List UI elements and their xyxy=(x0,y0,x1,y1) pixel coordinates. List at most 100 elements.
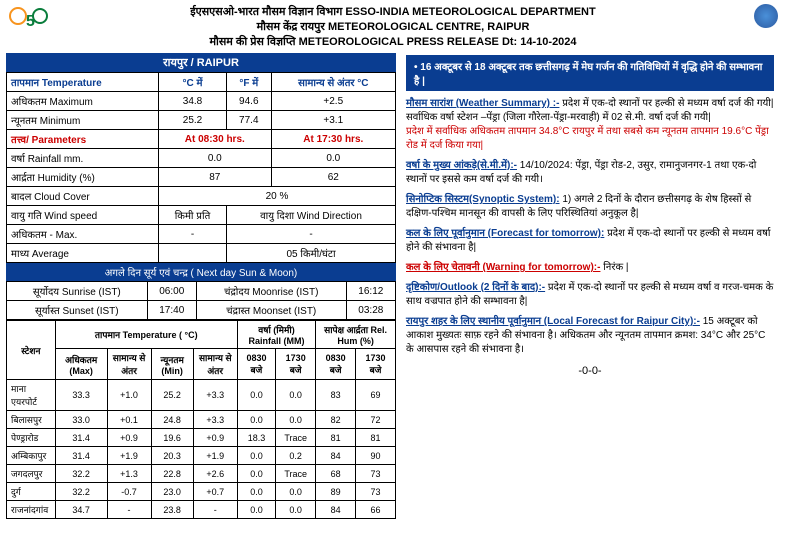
temp-header-label: तापमान Temperature xyxy=(7,73,159,92)
st-sub-0: अधिकतम (Max) xyxy=(55,349,107,380)
station-cell: 22.8 xyxy=(151,465,193,483)
temp-max-diff: +2.5 xyxy=(271,92,395,111)
station-cell: Trace xyxy=(276,465,316,483)
temp-min-label: न्यूनतम Minimum xyxy=(7,111,159,130)
station-cell: +1.3 xyxy=(107,465,151,483)
s2-title: वर्षा के मुख्य आंकड़े(से.मी.में):- xyxy=(406,160,517,171)
sunmoon-table: सूर्योदय Sunrise (IST) 06:00 चंद्रोदय Mo… xyxy=(6,281,396,320)
station-row: माना एयरपोर्ट33.3+1.025.2+3.30.00.08369 xyxy=(7,380,396,411)
alert-banner: • 16 अक्टूबर से 18 अक्टूबर तक छत्तीसगढ़ … xyxy=(406,55,774,91)
right-column: • 16 अक्टूबर से 18 अक्टूबर तक छत्तीसगढ़ … xyxy=(400,53,780,519)
station-cell: 68 xyxy=(316,465,356,483)
st-sub-3: सामान्य से अंतर xyxy=(193,349,237,380)
moonset-val: 03:28 xyxy=(346,301,395,320)
station-row: दुर्ग32.2-0.723.0+0.70.00.08973 xyxy=(7,483,396,501)
st-sub-1: सामान्य से अंतर xyxy=(107,349,151,380)
left-column: रायपुर / RAIPUR तापमान Temperature °C मे… xyxy=(6,53,396,519)
station-name: माना एयरपोर्ट xyxy=(7,380,56,411)
section-local-forecast: रायपुर शहर के लिए स्थानीय पूर्वानुमान (L… xyxy=(406,315,774,357)
footer-mark: -0-0- xyxy=(406,365,774,377)
section-forecast: कल के लिए पूर्वानुमान (Forecast for tomo… xyxy=(406,227,774,255)
station-cell: +1.9 xyxy=(193,447,237,465)
s1-red: प्रदेश में सर्वाधिक अधिकतम तापमान 34.8°C… xyxy=(406,125,774,153)
station-cell: 83 xyxy=(316,380,356,411)
station-cell: 0.0 xyxy=(276,411,316,429)
s5-body: निरंक | xyxy=(600,262,628,273)
wind-max-label: अधिकतम - Max. xyxy=(7,225,159,244)
temp-min-c: 25.2 xyxy=(159,111,227,130)
moonrise-val: 16:12 xyxy=(346,282,395,301)
header-line-3: मौसम की प्रेस विज्ञप्ति METEOROLOGICAL P… xyxy=(4,34,782,49)
cloud-val: 20 % xyxy=(159,187,396,206)
s7-title: रायपुर शहर के लिए स्थानीय पूर्वानुमान (L… xyxy=(406,316,700,327)
station-cell: 0.0 xyxy=(276,380,316,411)
temp-min-f: 77.4 xyxy=(227,111,272,130)
windspeed-unit: किमी प्रति xyxy=(159,206,227,225)
param-time-1: At 08:30 hrs. xyxy=(159,130,272,149)
station-table: स्टेशन तापमान Temperature ( °C) वर्षा (म… xyxy=(6,320,396,519)
station-cell: -0.7 xyxy=(107,483,151,501)
station-cell: 73 xyxy=(356,465,396,483)
station-cell: 23.0 xyxy=(151,483,193,501)
header-line-1: ईएसएसओ-भारत मौसम विज्ञान विभाग ESSO-INDI… xyxy=(4,4,782,19)
temp-max-c: 34.8 xyxy=(159,92,227,111)
station-cell: 84 xyxy=(316,501,356,519)
st-sub-5: 1730 बजे xyxy=(276,349,316,380)
station-name: दुर्ग xyxy=(7,483,56,501)
st-sub-4: 0830 बजे xyxy=(237,349,275,380)
station-cell: 0.2 xyxy=(276,447,316,465)
st-sub-7: 1730 बजे xyxy=(356,349,396,380)
station-cell: 0.0 xyxy=(237,483,275,501)
station-cell: +0.9 xyxy=(107,429,151,447)
station-cell: Trace xyxy=(276,429,316,447)
st-sub-6: 0830 बजे xyxy=(316,349,356,380)
station-cell: 32.2 xyxy=(55,465,107,483)
wind-dir-val: - xyxy=(227,225,396,244)
wind-avg-label: माध्य Average xyxy=(7,244,159,263)
s6-title: दृष्टिकोण/Outlook (2 दिनों के बाद):- xyxy=(406,282,545,293)
station-cell: +1.0 xyxy=(107,380,151,411)
station-cell: 81 xyxy=(316,429,356,447)
temp-header-f: °F में xyxy=(227,73,272,92)
s5-title: कल के लिए चेतावनी (Warning for tomorrow)… xyxy=(406,262,600,273)
moonset-label: चंद्रास्त Moonset (IST) xyxy=(196,301,346,320)
station-cell: 0.0 xyxy=(276,501,316,519)
temp-header-c: °C में xyxy=(159,73,227,92)
station-cell: +3.3 xyxy=(193,411,237,429)
sunrise-val: 06:00 xyxy=(147,282,196,301)
sunset-label: सूर्यास्त Sunset (IST) xyxy=(7,301,148,320)
station-cell: +0.7 xyxy=(193,483,237,501)
logo-left: 5 xyxy=(8,4,48,34)
station-cell: 89 xyxy=(316,483,356,501)
station-cell: 25.2 xyxy=(151,380,193,411)
station-name: जगदलपुर xyxy=(7,465,56,483)
humidity-v1: 87 xyxy=(159,168,272,187)
section-synoptic: सिनोप्टिक सिस्टम(Synoptic System): 1) अग… xyxy=(406,193,774,221)
station-cell: 66 xyxy=(356,501,396,519)
station-row: पेण्ड्रारोड31.4+0.919.6+0.918.3Trace8181 xyxy=(7,429,396,447)
windspeed-label: वायु गति Wind speed xyxy=(7,206,159,225)
humidity-v2: 62 xyxy=(271,168,395,187)
station-cell: 0.0 xyxy=(237,501,275,519)
station-cell: +0.9 xyxy=(193,429,237,447)
station-cell: 90 xyxy=(356,447,396,465)
cloud-label: बादल Cloud Cover xyxy=(7,187,159,206)
station-row: राजनांदगांव34.7-23.8-0.00.08466 xyxy=(7,501,396,519)
station-name: पेण्ड्रारोड xyxy=(7,429,56,447)
s1-title: मौसम सारांश (Weather Summary) :- xyxy=(406,98,559,109)
sunset-val: 17:40 xyxy=(147,301,196,320)
station-cell: 0.0 xyxy=(237,411,275,429)
winddir-label: वायु दिशा Wind Direction xyxy=(227,206,396,225)
param-time-2: At 17:30 hrs. xyxy=(271,130,395,149)
station-cell: - xyxy=(193,501,237,519)
city-title-bar: रायपुर / RAIPUR xyxy=(6,53,396,72)
station-cell: +0.1 xyxy=(107,411,151,429)
station-cell: 0.0 xyxy=(237,447,275,465)
station-cell: 19.6 xyxy=(151,429,193,447)
section-weather-summary: मौसम सारांश (Weather Summary) :- प्रदेश … xyxy=(406,97,774,153)
st-h-temp: तापमान Temperature ( °C) xyxy=(55,321,237,349)
temp-min-diff: +3.1 xyxy=(271,111,395,130)
station-cell: 20.3 xyxy=(151,447,193,465)
station-cell: 72 xyxy=(356,411,396,429)
station-cell: 18.3 xyxy=(237,429,275,447)
